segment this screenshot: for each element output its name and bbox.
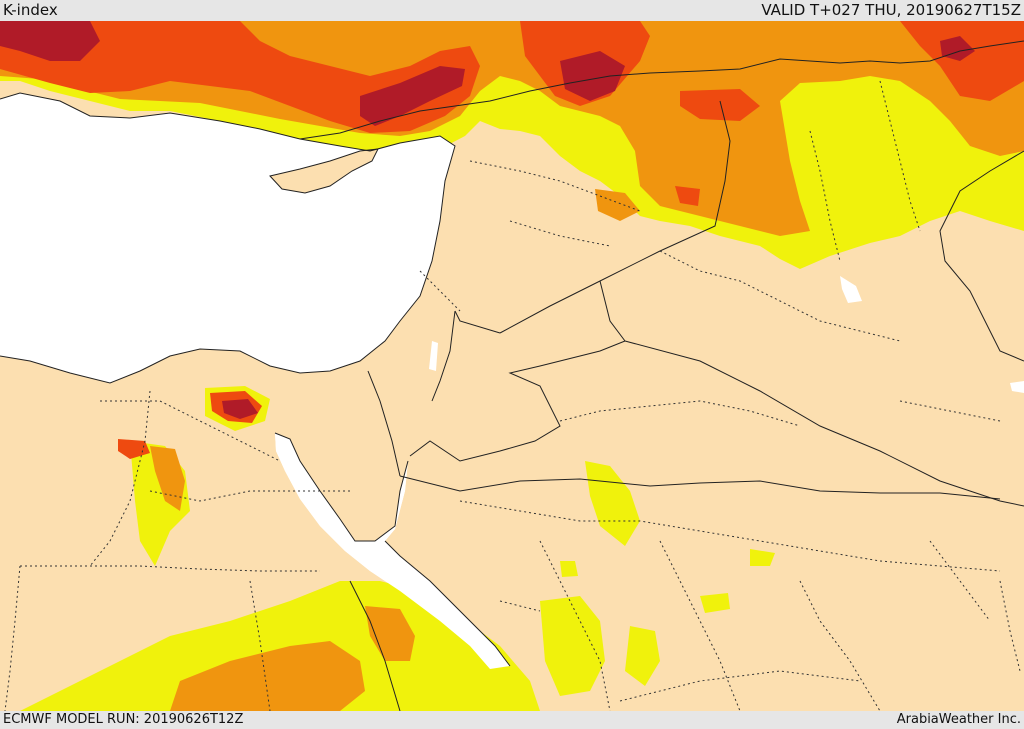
model-run: ECMWF MODEL RUN: 20190626T12Z: [3, 712, 244, 727]
k-index-very-high-areas: [0, 21, 975, 419]
credit-text: ArabiaWeather Inc.: [896, 712, 1021, 727]
valid-time: VALID T+027 THU, 20190627T15Z: [761, 1, 1021, 19]
header-bar: K-index VALID T+027 THU, 20190627T15Z: [0, 0, 1024, 21]
province-borders: [4, 80, 1021, 711]
cyprus-overlay: [270, 149, 378, 193]
k-index-map: [0, 21, 1024, 711]
coastlines: [0, 92, 511, 667]
footer-bar: ECMWF MODEL RUN: 20190626T12Z ArabiaWeat…: [0, 711, 1024, 729]
gulf-water-2: [1010, 381, 1024, 393]
map-title: K-index: [3, 1, 58, 19]
country-borders: [299, 40, 1024, 711]
red-sea-overlay: [275, 433, 510, 669]
dead-sea: [429, 341, 438, 371]
gulf-water: [840, 276, 862, 303]
